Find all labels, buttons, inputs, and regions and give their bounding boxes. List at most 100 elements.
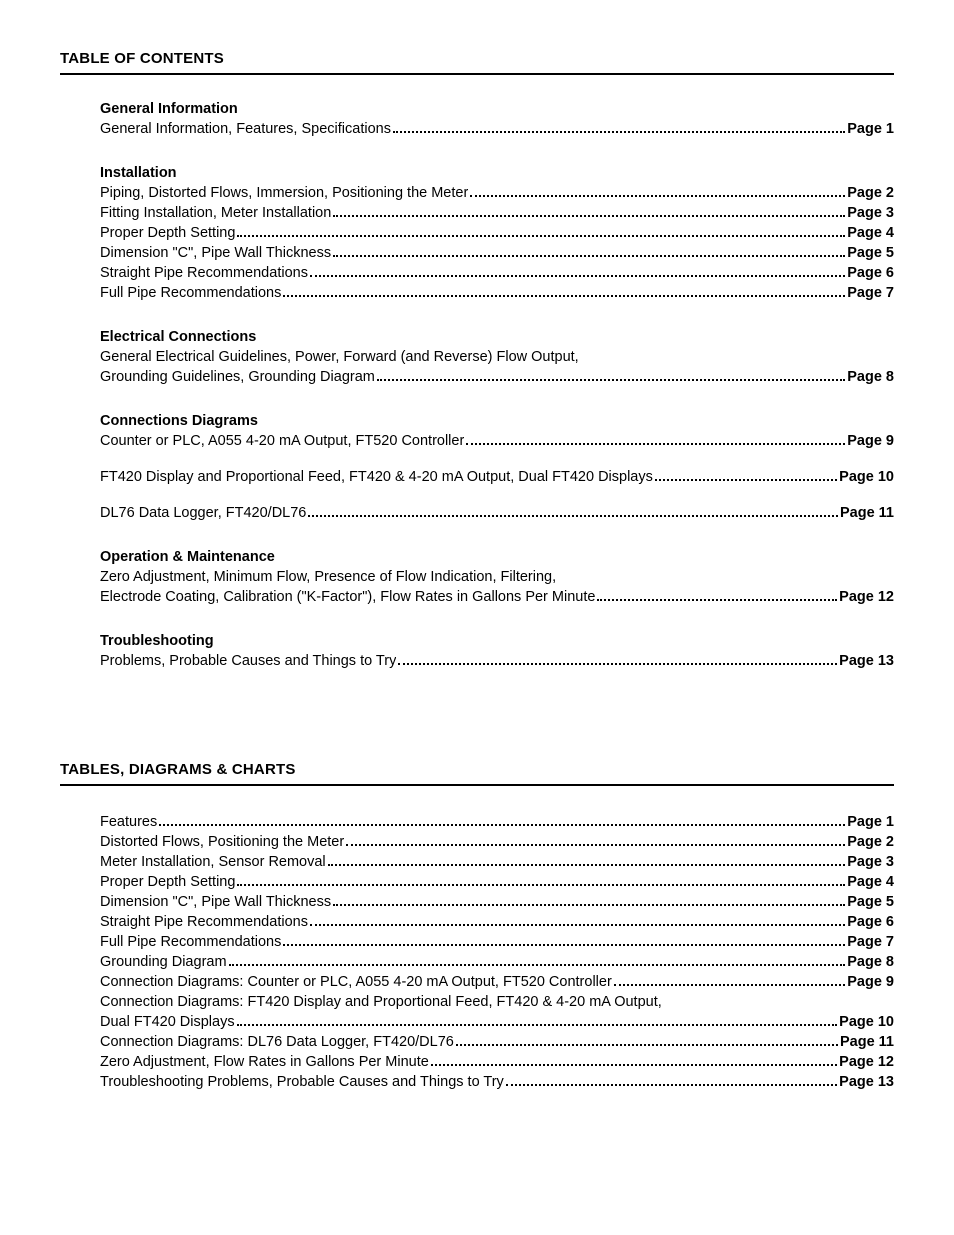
toc-entry-label: FT420 Display and Proportional Feed, FT4… <box>100 467 653 487</box>
tdc-entry-label: Grounding Diagram <box>100 952 227 972</box>
tdc-entry: Straight Pipe Recommendations Page 6 <box>100 912 894 932</box>
leader-dots <box>308 503 838 517</box>
leader-dots <box>466 431 845 445</box>
tdc-entry-label: Connection Diagrams: Counter or PLC, A05… <box>100 972 612 992</box>
toc-entry-page: Page 12 <box>839 587 894 607</box>
toc-entry-page: Page 4 <box>847 223 894 243</box>
toc-entry-label: Counter or PLC, A055 4-20 mA Output, FT5… <box>100 431 464 451</box>
tdc-body: Features Page 1 Distorted Flows, Positio… <box>60 812 894 1092</box>
toc-entry-label: Electrode Coating, Calibration ("K-Facto… <box>100 587 595 607</box>
tdc-entry-page: Page 4 <box>847 872 894 892</box>
toc-entry-page: Page 11 <box>840 503 894 523</box>
tdc-entry-label: Proper Depth Setting <box>100 872 235 892</box>
leader-dots <box>333 243 845 257</box>
toc-entry-label: General Information, Features, Specifica… <box>100 119 391 139</box>
toc-entry-page: Page 2 <box>847 183 894 203</box>
toc-entry-page: Page 6 <box>847 263 894 283</box>
leader-dots <box>237 1012 838 1026</box>
leader-dots <box>597 587 837 601</box>
leader-dots <box>237 223 845 237</box>
tdc-entry-page: Page 12 <box>839 1052 894 1072</box>
toc-body: General Information General Information,… <box>60 101 894 671</box>
tdc-entry: Proper Depth Setting Page 4 <box>100 872 894 892</box>
toc-continuation-line: Zero Adjustment, Minimum Flow, Presence … <box>100 567 894 587</box>
tdc-entry-label: Distorted Flows, Positioning the Meter <box>100 832 344 852</box>
leader-dots <box>283 932 845 946</box>
tdc-entry-page: Page 5 <box>847 892 894 912</box>
tdc-entry-page: Page 6 <box>847 912 894 932</box>
leader-dots <box>398 651 837 665</box>
leader-dots <box>237 872 845 886</box>
tdc-title: TABLES, DIAGRAMS & CHARTS <box>60 761 894 778</box>
tdc-entry-label: Full Pipe Recommendations <box>100 932 281 952</box>
tdc-entry-page: Page 7 <box>847 932 894 952</box>
toc-entry-page: Page 7 <box>847 283 894 303</box>
toc-entry-page: Page 9 <box>847 431 894 451</box>
section-heading: Operation & Maintenance <box>100 549 894 565</box>
tdc-entry: Dimension "C", Pipe Wall Thickness Page … <box>100 892 894 912</box>
section-heading: Installation <box>100 165 894 181</box>
tdc-entry-page: Page 1 <box>847 812 894 832</box>
toc-entry-page: Page 5 <box>847 243 894 263</box>
toc-entry-label: Proper Depth Setting <box>100 223 235 243</box>
toc-entry-label: Straight Pipe Recommendations <box>100 263 308 283</box>
toc-entry: Dimension "C", Pipe Wall Thickness Page … <box>100 243 894 263</box>
leader-dots <box>333 203 845 217</box>
tdc-entry-label: Features <box>100 812 157 832</box>
tdc-entry: Troubleshooting Problems, Probable Cause… <box>100 1072 894 1092</box>
leader-dots <box>159 812 845 826</box>
toc-entry-label: Fitting Installation, Meter Installation <box>100 203 331 223</box>
tdc-entry-page: Page 13 <box>839 1072 894 1092</box>
toc-entry-page: Page 8 <box>847 367 894 387</box>
leader-dots <box>328 852 846 866</box>
toc-entry-page: Page 13 <box>839 651 894 671</box>
tdc-entry: Connection Diagrams: Counter or PLC, A05… <box>100 972 894 992</box>
toc-entry-page: Page 3 <box>847 203 894 223</box>
toc-entry: DL76 Data Logger, FT420/DL76 Page 11 <box>100 503 894 523</box>
leader-dots <box>283 283 845 297</box>
toc-entry: General Information, Features, Specifica… <box>100 119 894 139</box>
tdc-entry: Distorted Flows, Positioning the Meter P… <box>100 832 894 852</box>
toc-continuation-line: General Electrical Guidelines, Power, Fo… <box>100 347 894 367</box>
section-heading: Troubleshooting <box>100 633 894 649</box>
tdc-entry-label: Zero Adjustment, Flow Rates in Gallons P… <box>100 1052 429 1072</box>
toc-entry-label: DL76 Data Logger, FT420/DL76 <box>100 503 306 523</box>
leader-dots <box>655 467 837 481</box>
toc-entry: Piping, Distorted Flows, Immersion, Posi… <box>100 183 894 203</box>
tdc-entry-page: Page 11 <box>840 1032 894 1052</box>
tdc-entry: Zero Adjustment, Flow Rates in Gallons P… <box>100 1052 894 1072</box>
leader-dots <box>229 952 846 966</box>
toc-entry: Electrode Coating, Calibration ("K-Facto… <box>100 587 894 607</box>
toc-entry: Problems, Probable Causes and Things to … <box>100 651 894 671</box>
tdc-continuation-line: Connection Diagrams: FT420 Display and P… <box>100 992 894 1012</box>
toc-entry: Counter or PLC, A055 4-20 mA Output, FT5… <box>100 431 894 451</box>
tdc-entry-label: Troubleshooting Problems, Probable Cause… <box>100 1072 504 1092</box>
leader-dots <box>614 972 845 986</box>
tdc-entry: Connection Diagrams: DL76 Data Logger, F… <box>100 1032 894 1052</box>
leader-dots <box>393 119 845 133</box>
toc-rule <box>60 73 894 75</box>
toc-entry: Fitting Installation, Meter Installation… <box>100 203 894 223</box>
tdc-entry-page: Page 9 <box>847 972 894 992</box>
leader-dots <box>470 183 845 197</box>
tdc-entry: Features Page 1 <box>100 812 894 832</box>
toc-entry-label: Grounding Guidelines, Grounding Diagram <box>100 367 375 387</box>
toc-entry-label: Full Pipe Recommendations <box>100 283 281 303</box>
section-heading: General Information <box>100 101 894 117</box>
toc-entry-page: Page 10 <box>839 467 894 487</box>
leader-dots <box>310 263 845 277</box>
leader-dots <box>456 1032 838 1046</box>
leader-dots <box>377 367 845 381</box>
tdc-entry-page: Page 2 <box>847 832 894 852</box>
leader-dots <box>333 892 845 906</box>
leader-dots <box>310 912 845 926</box>
toc-title: TABLE OF CONTENTS <box>60 50 894 67</box>
tdc-entry-label: Straight Pipe Recommendations <box>100 912 308 932</box>
toc-entry: Straight Pipe Recommendations Page 6 <box>100 263 894 283</box>
tdc-entry-page: Page 8 <box>847 952 894 972</box>
tdc-entry-page: Page 3 <box>847 852 894 872</box>
section-heading: Connections Diagrams <box>100 413 894 429</box>
toc-entry: Proper Depth Setting Page 4 <box>100 223 894 243</box>
tdc-entry-page: Page 10 <box>839 1012 894 1032</box>
toc-entry-label: Piping, Distorted Flows, Immersion, Posi… <box>100 183 468 203</box>
